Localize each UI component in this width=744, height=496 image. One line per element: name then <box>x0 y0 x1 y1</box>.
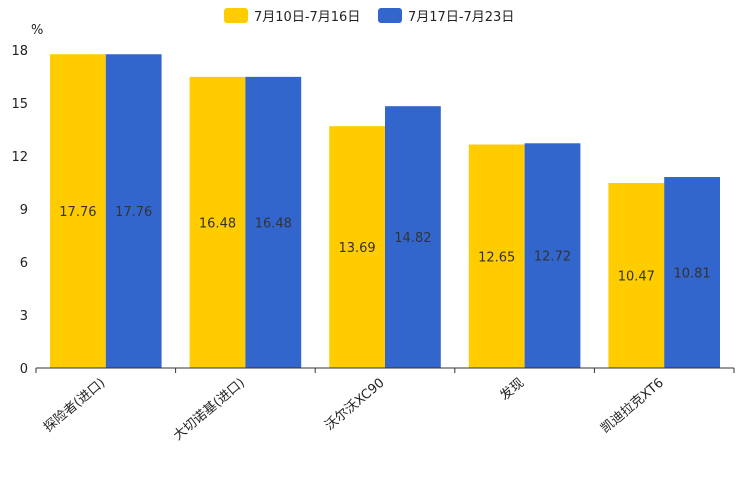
x-category-label: 大切诺基(进口) <box>171 376 248 444</box>
x-category-label: 凯迪拉克XT6 <box>598 376 667 437</box>
bar-2-5[interactable] <box>664 177 720 368</box>
value-label: 16.48 <box>255 216 292 231</box>
y-axis-unit-label: % <box>31 23 43 38</box>
y-axis: 0 3 6 9 12 15 18 <box>11 44 28 377</box>
value-label: 14.82 <box>394 231 431 246</box>
bar-1-4[interactable] <box>468 144 525 368</box>
value-labels: 17.76 17.76 16.48 16.48 13.69 14.82 12.65 12.72… <box>59 205 710 284</box>
value-label: 17.76 <box>59 205 96 220</box>
y-tick-label: 12 <box>11 150 28 165</box>
y-tick-label: 3 <box>20 309 28 324</box>
y-tick-label: 9 <box>20 203 28 218</box>
value-label: 12.65 <box>478 250 515 265</box>
y-tick-label: 18 <box>11 44 28 59</box>
value-label: 10.47 <box>618 270 655 285</box>
bar-1-3[interactable] <box>329 126 385 368</box>
value-label: 16.48 <box>199 216 236 231</box>
bar-2-1[interactable] <box>105 54 162 369</box>
legend-swatch-2[interactable] <box>378 8 402 23</box>
y-tick-label: 0 <box>20 362 28 377</box>
bars <box>50 54 720 369</box>
bar-1-5[interactable] <box>608 183 665 368</box>
bar-1-2[interactable] <box>189 76 246 368</box>
bar-2-3[interactable] <box>385 106 441 369</box>
bar-2-2[interactable] <box>245 76 302 368</box>
value-label: 13.69 <box>338 241 375 256</box>
value-label: 12.72 <box>534 250 571 265</box>
legend-label-1: 7月10日-7月16日 <box>254 10 360 25</box>
x-category-label: 发现 <box>497 375 527 404</box>
legend-swatch-1[interactable] <box>224 8 248 23</box>
x-category-label: 沃尔沃XC90 <box>322 376 387 434</box>
legend-label-2: 7月17日-7月23日 <box>408 10 514 25</box>
value-label: 17.76 <box>115 205 152 220</box>
y-tick-label: 6 <box>20 256 28 271</box>
x-axis: 探险者(进口) 大切诺基(进口) 沃尔沃XC90 发现 凯迪拉克XT6 <box>35 367 735 444</box>
legend: 7月10日-7月16日 7月17日-7月23日 <box>224 8 514 25</box>
value-label: 10.81 <box>673 267 710 282</box>
bar-1-1[interactable] <box>50 54 106 369</box>
y-tick-label: 15 <box>11 97 28 112</box>
x-category-label: 探险者(进口) <box>41 376 108 436</box>
bar-2-4[interactable] <box>524 143 581 368</box>
